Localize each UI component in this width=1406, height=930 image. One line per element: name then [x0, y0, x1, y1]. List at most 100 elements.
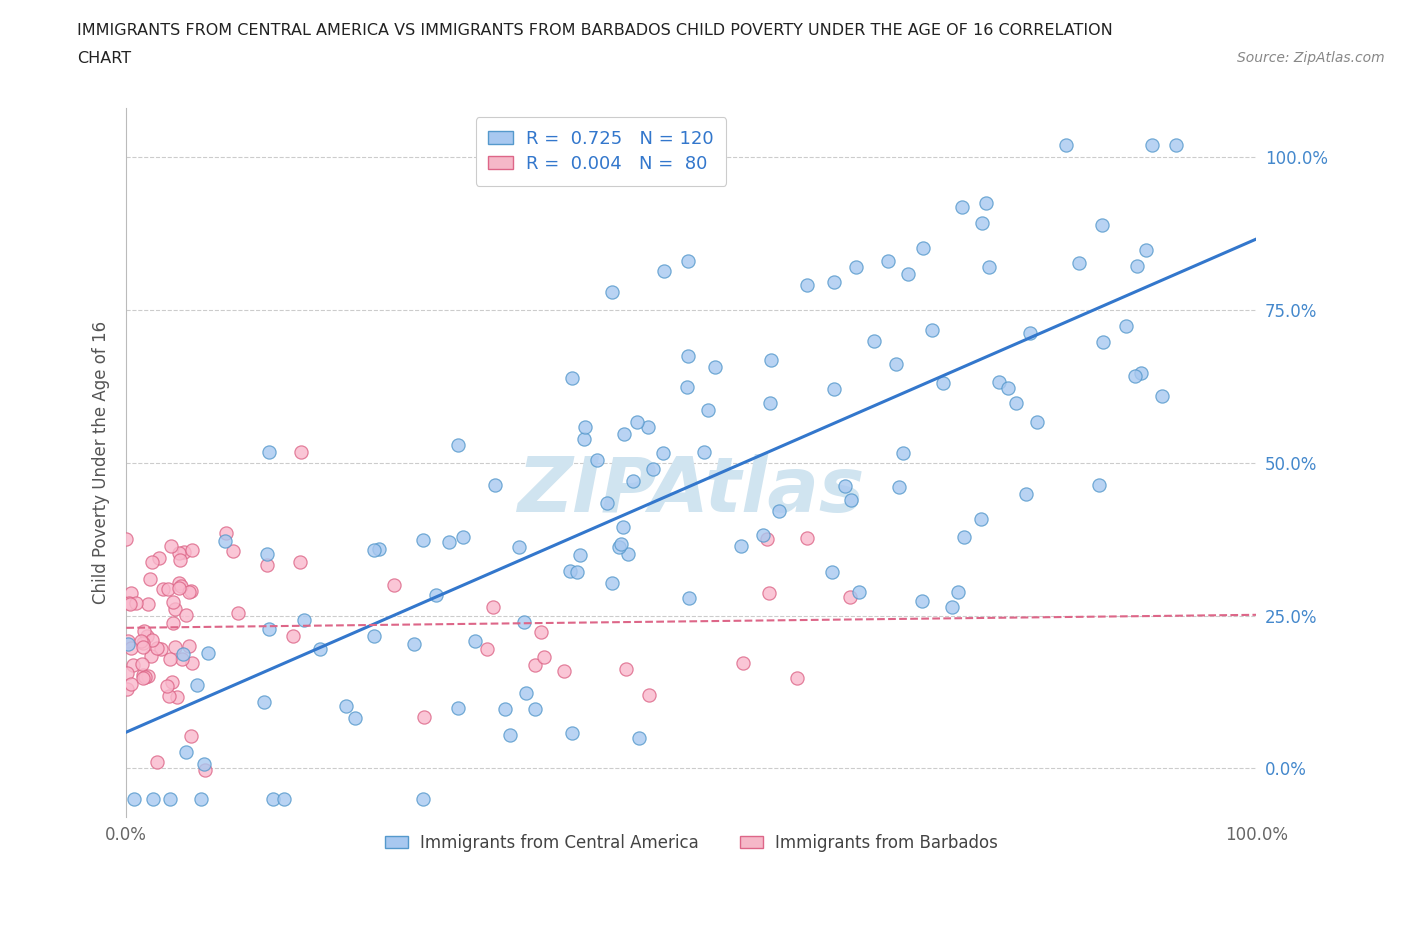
Point — [214, 534, 236, 549]
Point — [152, 582, 174, 597]
Point — [363, 629, 385, 644]
Point — [257, 445, 280, 459]
Point — [464, 633, 486, 648]
Point — [447, 437, 470, 452]
Point — [844, 259, 866, 274]
Point — [253, 695, 276, 710]
Point — [174, 745, 197, 760]
Point — [1054, 138, 1077, 153]
Point — [950, 199, 973, 214]
Point — [159, 538, 181, 553]
Point — [652, 445, 675, 460]
Point — [120, 640, 142, 655]
Point — [1004, 396, 1026, 411]
Point — [596, 495, 619, 510]
Point — [1015, 486, 1038, 501]
Point — [170, 578, 193, 593]
Point — [172, 646, 194, 661]
Point — [139, 572, 162, 587]
Point — [948, 584, 970, 599]
Point — [911, 593, 934, 608]
Point — [617, 547, 640, 562]
Point — [759, 396, 782, 411]
Point — [146, 641, 169, 656]
Point — [177, 584, 200, 599]
Point — [475, 642, 498, 657]
Point — [997, 380, 1019, 395]
Point — [273, 791, 295, 806]
Point — [553, 664, 575, 679]
Point — [970, 512, 993, 526]
Text: CHART: CHART — [77, 51, 131, 66]
Point — [887, 480, 910, 495]
Point — [197, 645, 219, 660]
Point — [612, 427, 634, 442]
Point — [941, 600, 963, 615]
Text: ZIPAtlas: ZIPAtlas — [517, 454, 865, 528]
Point — [135, 629, 157, 644]
Point — [1088, 478, 1111, 493]
Point — [167, 575, 190, 590]
Point — [139, 649, 162, 664]
Point — [839, 493, 862, 508]
Point — [174, 607, 197, 622]
Point — [173, 544, 195, 559]
Point — [156, 581, 179, 596]
Point — [848, 585, 870, 600]
Point — [180, 728, 202, 743]
Point — [162, 595, 184, 610]
Point — [136, 669, 159, 684]
Point — [638, 687, 661, 702]
Point — [162, 616, 184, 631]
Point — [652, 263, 675, 278]
Point — [117, 636, 139, 651]
Point — [821, 565, 844, 579]
Point — [215, 525, 238, 540]
Point — [759, 352, 782, 367]
Point — [730, 539, 752, 554]
Point — [626, 415, 648, 430]
Point — [1135, 243, 1157, 258]
Point — [132, 635, 155, 650]
Point — [756, 532, 779, 547]
Point — [693, 445, 716, 459]
Point — [676, 379, 699, 394]
Point — [259, 621, 281, 636]
Point — [1018, 326, 1040, 340]
Point — [148, 551, 170, 565]
Point — [696, 403, 718, 418]
Point — [586, 453, 609, 468]
Point — [561, 370, 583, 385]
Point — [834, 479, 856, 494]
Text: IMMIGRANTS FROM CENTRAL AMERICA VS IMMIGRANTS FROM BARBADOS CHILD POVERTY UNDER : IMMIGRANTS FROM CENTRAL AMERICA VS IMMIG… — [77, 23, 1114, 38]
Point — [180, 584, 202, 599]
Point — [897, 266, 920, 281]
Point — [180, 656, 202, 671]
Point — [602, 576, 624, 591]
Point — [979, 259, 1001, 274]
Point — [222, 543, 245, 558]
Point — [190, 791, 212, 806]
Point — [149, 641, 172, 656]
Point — [1067, 256, 1090, 271]
Point — [627, 730, 650, 745]
Point — [952, 529, 974, 544]
Point — [1129, 365, 1152, 380]
Point — [484, 477, 506, 492]
Point — [607, 539, 630, 554]
Point — [132, 667, 155, 682]
Point — [367, 542, 389, 557]
Point — [163, 640, 186, 655]
Point — [621, 473, 644, 488]
Point — [120, 677, 142, 692]
Point — [117, 633, 139, 648]
Point — [288, 554, 311, 569]
Point — [122, 658, 145, 672]
Point — [226, 605, 249, 620]
Point — [290, 445, 312, 459]
Point — [447, 700, 470, 715]
Point — [733, 656, 755, 671]
Point — [600, 285, 623, 299]
Point — [1115, 319, 1137, 334]
Point — [758, 586, 780, 601]
